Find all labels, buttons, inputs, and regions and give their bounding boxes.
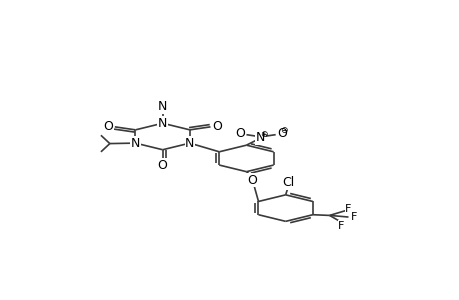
Text: O: O: [157, 159, 167, 172]
Text: O: O: [212, 120, 222, 133]
Text: N: N: [130, 136, 140, 150]
Text: O: O: [102, 120, 112, 133]
Text: Cl: Cl: [281, 176, 294, 190]
Text: ⊖: ⊖: [279, 126, 287, 135]
Text: O: O: [235, 127, 245, 140]
Text: N: N: [157, 117, 167, 130]
Text: O: O: [277, 127, 286, 140]
Text: N: N: [256, 131, 265, 144]
Text: F: F: [345, 204, 351, 214]
Text: N: N: [157, 100, 167, 113]
Text: F: F: [337, 221, 344, 231]
Text: O: O: [246, 174, 256, 187]
Text: N: N: [185, 136, 194, 150]
Text: ⊕: ⊕: [260, 130, 268, 139]
Text: F: F: [350, 212, 357, 222]
